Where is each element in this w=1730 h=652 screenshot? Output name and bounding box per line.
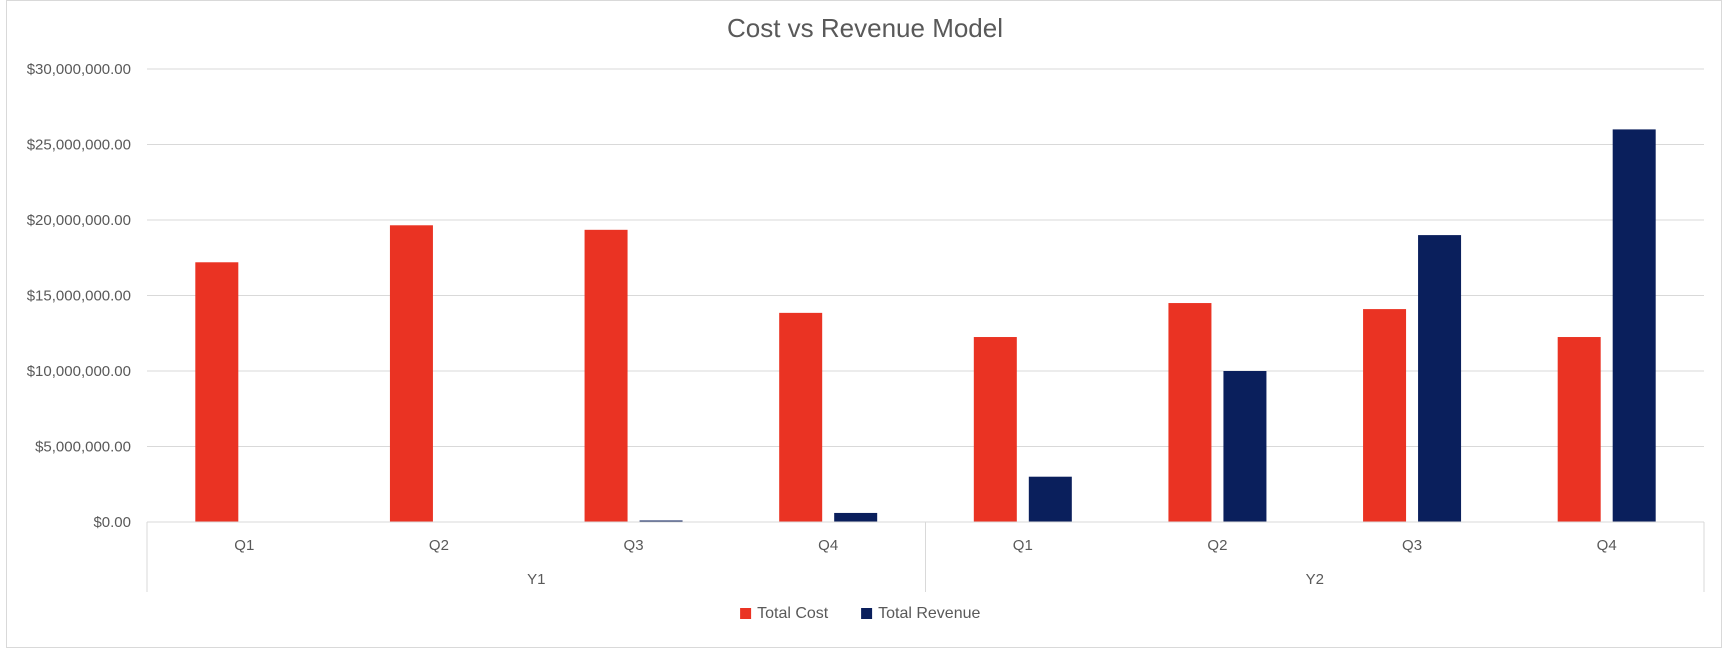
x-tick-label: Q1 (1013, 537, 1033, 554)
bar-total-cost (779, 312, 823, 522)
bar-total-revenue (1612, 129, 1656, 522)
bar-total-cost (973, 337, 1017, 522)
x-tick-label: Q3 (624, 537, 644, 554)
x-tick-label: Q2 (1207, 537, 1227, 554)
bar-total-cost (1363, 309, 1407, 522)
y-tick-label: $10,000,000.00 (27, 363, 131, 380)
y-tick-label: $15,000,000.00 (27, 288, 131, 305)
x-tick-label: Q4 (1597, 537, 1617, 554)
gridlines (147, 68, 1704, 447)
x-tick-label: Q4 (818, 537, 838, 554)
x-tick-label: Q3 (1402, 537, 1422, 554)
y-tick-label: $30,000,000.00 (27, 61, 131, 78)
bar-total-revenue (1223, 371, 1267, 522)
bar-total-cost (195, 262, 239, 522)
bar-total-revenue (639, 520, 683, 522)
legend: Total Cost Total Revenue (740, 605, 980, 622)
chart-title: Cost vs Revenue Model (727, 13, 1003, 43)
y-tick-label: $5,000,000.00 (35, 439, 131, 456)
bar-total-cost (389, 225, 433, 522)
bars (195, 129, 1656, 522)
x-tick-label: Q2 (429, 537, 449, 554)
x-tick-label: Q1 (234, 537, 254, 554)
legend-label: Total Cost (757, 605, 829, 622)
bar-total-cost (1557, 337, 1601, 522)
bar-total-cost (584, 229, 628, 522)
bar-total-revenue (834, 512, 878, 522)
legend-label: Total Revenue (878, 605, 980, 622)
x-group-label: Y1 (527, 571, 545, 588)
y-tick-label: $25,000,000.00 (27, 137, 131, 154)
y-axis: $0.00 $5,000,000.00 $10,000,000.00 $15,000,… (27, 61, 131, 531)
x-group-label: Y2 (1306, 571, 1324, 588)
bar-total-cost (1168, 303, 1212, 522)
legend-swatch (740, 608, 752, 619)
bar-total-revenue (1028, 476, 1072, 522)
x-axis: Y1 Y2 Q1 Q2 Q3 Q4 Q1 Q2 Q3 Q4 (146, 521, 1705, 592)
y-tick-label: $0.00 (93, 514, 131, 531)
legend-swatch (861, 608, 873, 619)
y-tick-label: $20,000,000.00 (27, 212, 131, 229)
bar-total-revenue (1418, 235, 1462, 522)
